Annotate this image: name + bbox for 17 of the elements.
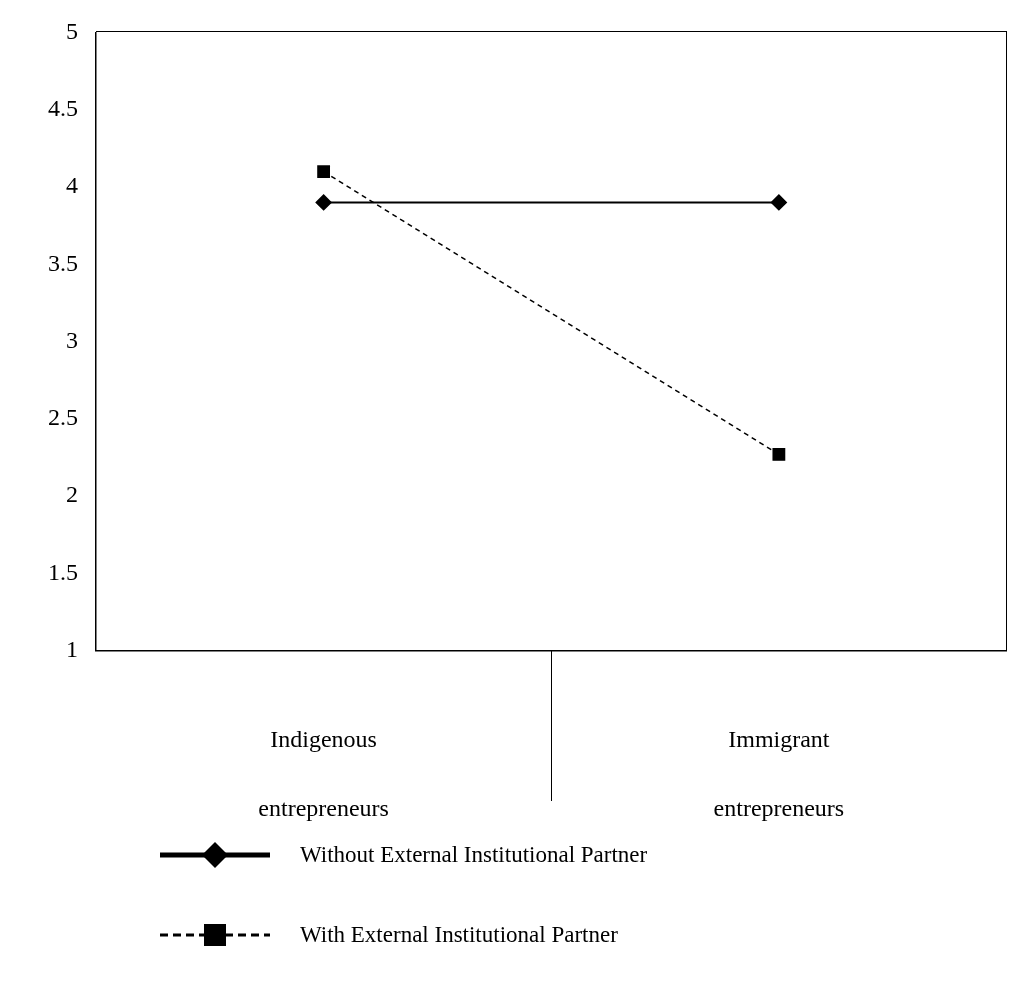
legend-label: With External Institutional Partner <box>300 922 618 948</box>
y-tick-label: 3.5 <box>48 249 78 276</box>
y-tick-label: 3 <box>66 326 78 353</box>
y-tick-label: 4.5 <box>48 95 78 121</box>
category-label: Indigenous entrepreneurs <box>258 725 389 822</box>
y-tick-label: 4 <box>66 172 78 199</box>
category-label: Immigrant entrepreneurs <box>713 725 845 822</box>
y-tick-label: 1.5 <box>48 558 78 585</box>
legend-label: Without External Institutional Partner <box>300 842 648 868</box>
point <box>772 448 786 461</box>
y-tick-label: 2.5 <box>48 404 78 431</box>
y-tick-label: 1 <box>66 636 78 663</box>
y-tick-label: 2 <box>66 481 78 508</box>
point <box>315 194 332 211</box>
point <box>770 194 787 211</box>
point <box>317 165 331 178</box>
y-tick-label: 5 <box>66 17 78 44</box>
